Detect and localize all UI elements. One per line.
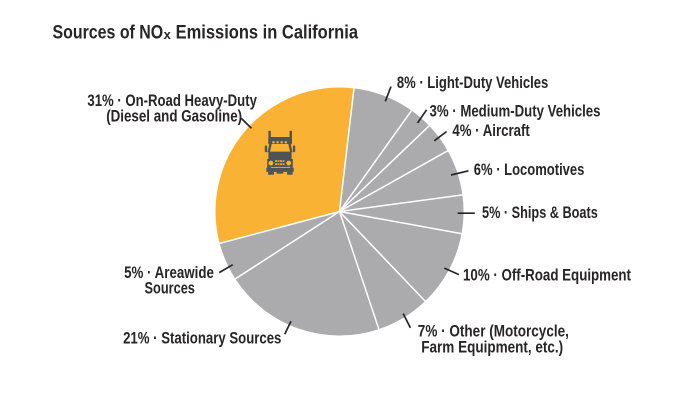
svg-text:Farm Equipment, etc.): Farm Equipment, etc.) [421,338,563,357]
svg-text:31% · On-Road Heavy-Duty: 31% · On-Road Heavy-Duty [87,91,257,110]
svg-text:(Diesel and Gasoline): (Diesel and Gasoline) [106,107,242,126]
svg-text:4% · Aircraft: 4% · Aircraft [452,121,530,140]
svg-text:8% · Light-Duty Vehicles: 8% · Light-Duty Vehicles [397,73,548,92]
svg-text:5% · Ships & Boats: 5% · Ships & Boats [482,203,598,222]
svg-text:21% · Stationary Sources: 21% · Stationary Sources [123,328,281,347]
svg-text:x: x [164,27,172,42]
svg-text:10% · Off-Road Equipment: 10% · Off-Road Equipment [463,265,631,284]
svg-text:Sources of NO: Sources of NO [53,21,164,43]
svg-text:6% · Locomotives: 6% · Locomotives [474,160,585,179]
svg-text:5% · Areawide: 5% · Areawide [124,263,214,282]
svg-text:Emissions in California: Emissions in California [176,21,359,43]
svg-text:7% · Other (Motorcycle,: 7% · Other (Motorcycle, [418,321,569,340]
svg-text:3% · Medium-Duty Vehicles: 3% · Medium-Duty Vehicles [430,102,601,121]
svg-text:Sources: Sources [145,279,195,298]
